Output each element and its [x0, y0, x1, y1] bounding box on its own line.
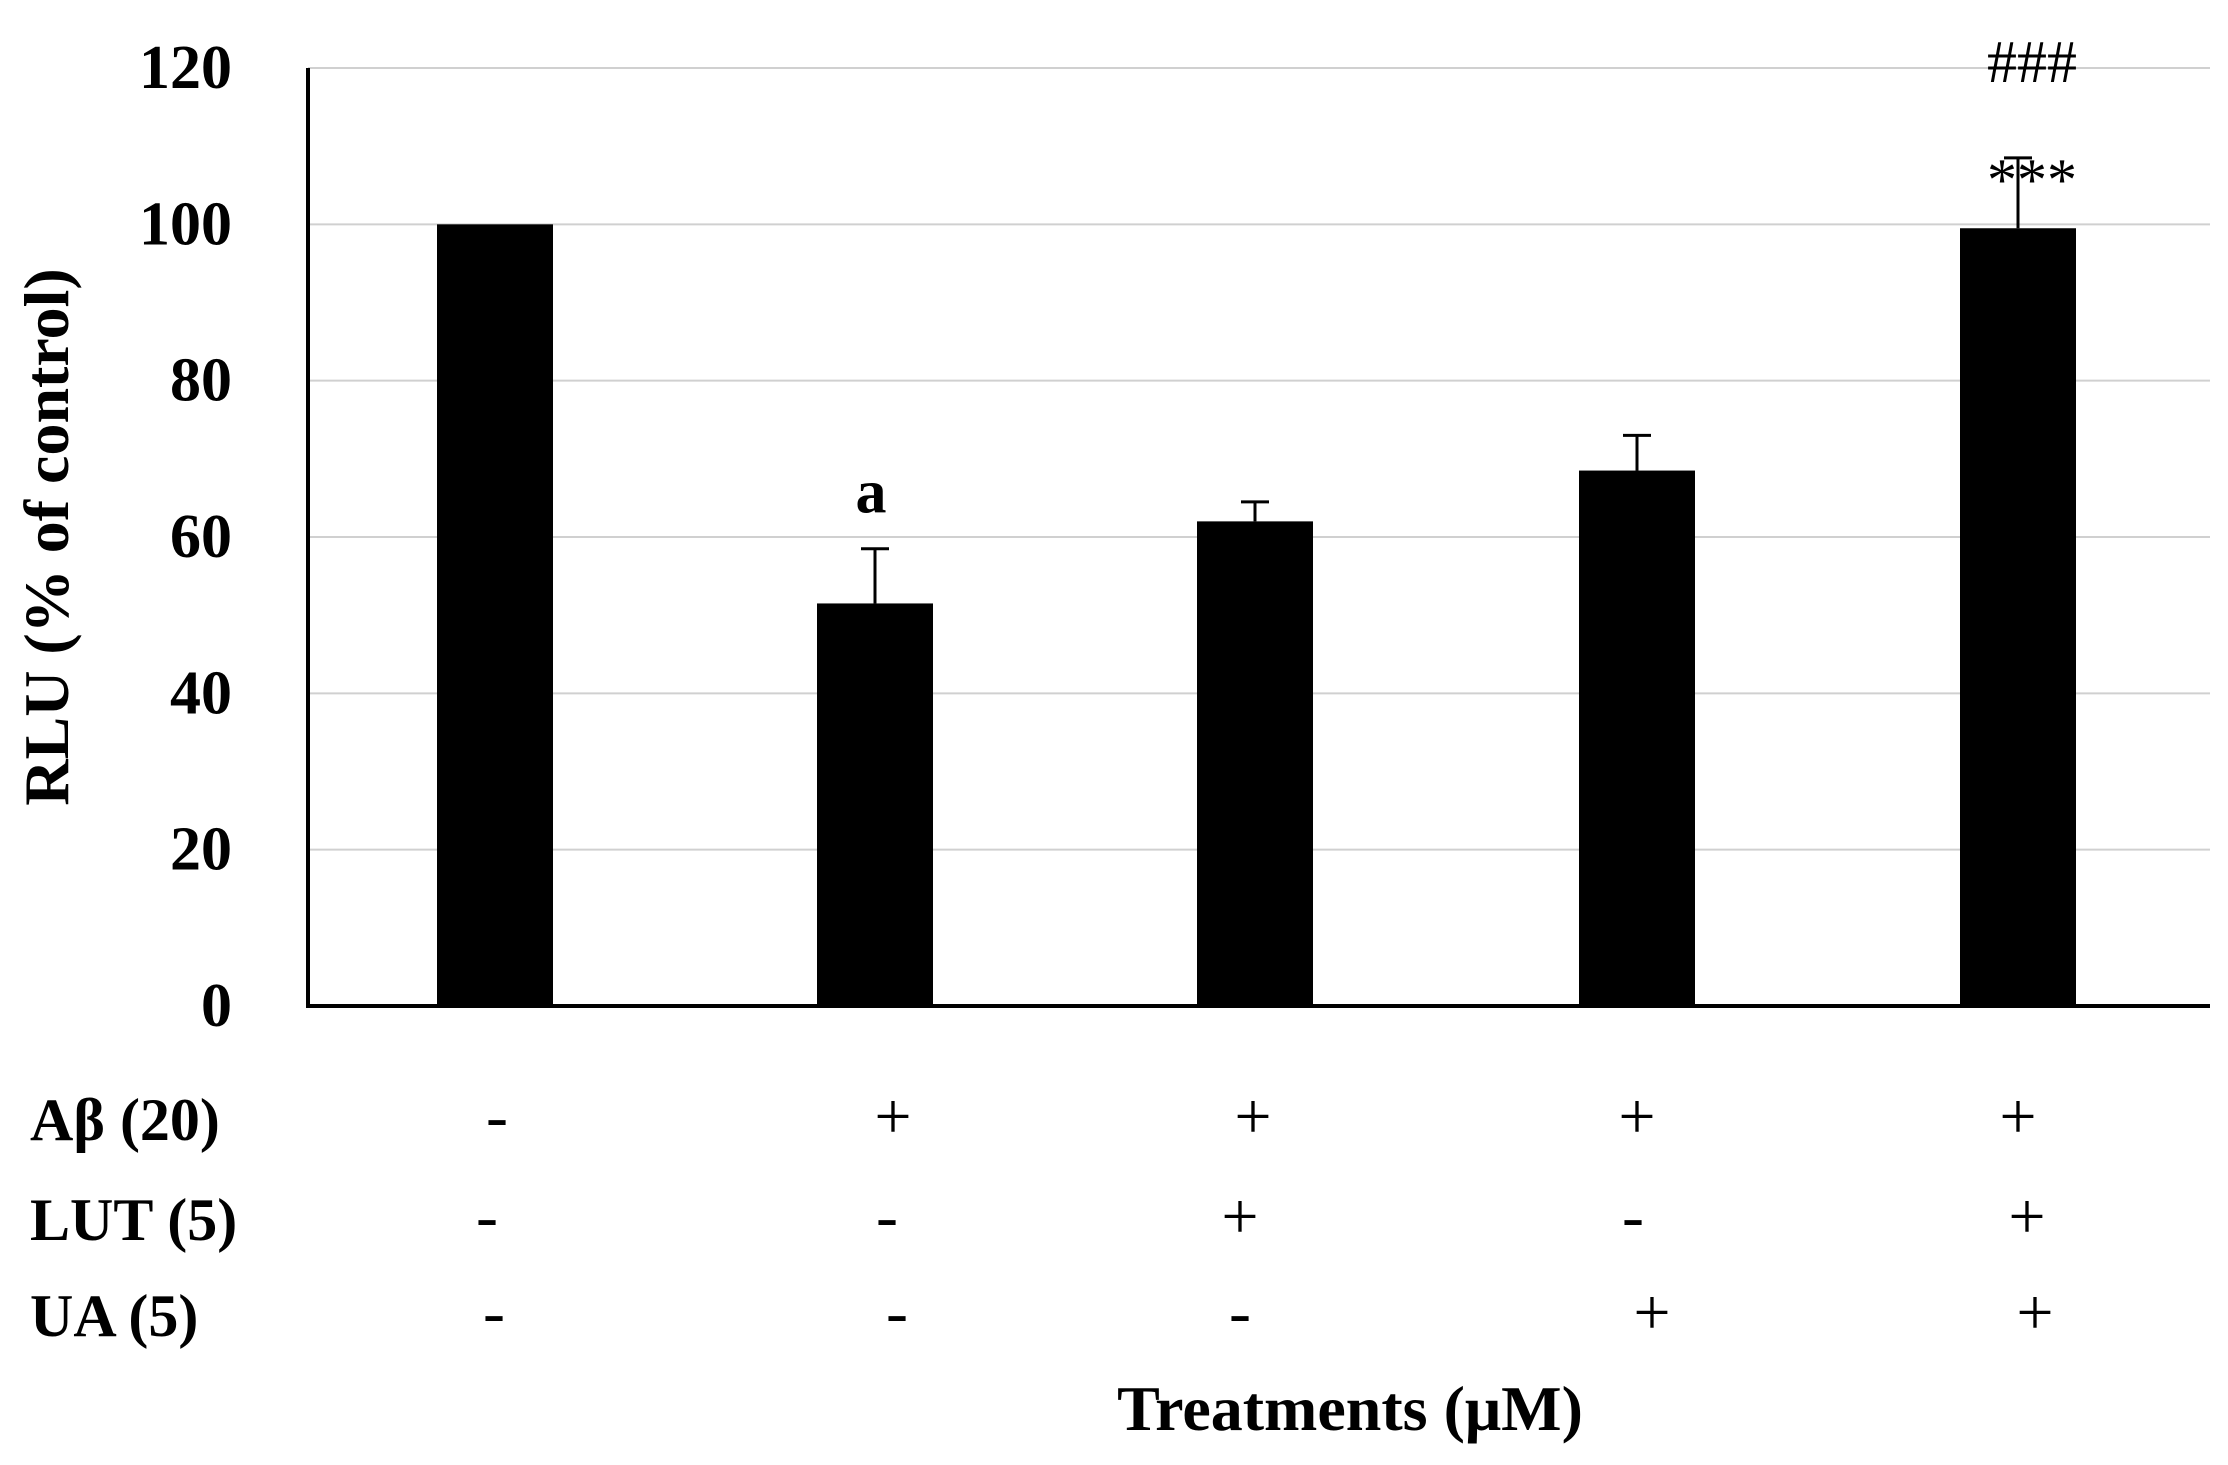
treatment-sign-2-4: -	[1622, 1180, 1644, 1253]
significance-annotations: a ### ***	[856, 29, 2078, 527]
error-bars	[861, 156, 2032, 604]
treatment-sign-2-3: +	[1221, 1180, 1258, 1253]
treatment-sign-1-4: +	[1618, 1080, 1655, 1153]
treatment-sign-3-4: +	[1633, 1276, 1670, 1349]
bars	[437, 224, 2076, 1007]
bar-3	[1197, 521, 1313, 1006]
annotation-5-1: ###	[1987, 29, 2077, 95]
treatment-sign-2-5: +	[2008, 1180, 2045, 1253]
treatment-sign-1-3: +	[1234, 1080, 1271, 1153]
bar-4	[1579, 470, 1695, 1006]
x-axis-title: Treatments (μM)	[1117, 1373, 1583, 1444]
treatment-sign-2-1: -	[476, 1180, 498, 1253]
y-tick-label-60: 60	[170, 503, 232, 571]
bar-5	[1960, 228, 2076, 1006]
treatment-sign-3-3: -	[1229, 1276, 1251, 1349]
bar-2	[817, 603, 933, 1006]
y-tick-label-120: 120	[139, 34, 232, 102]
treatment-sign-2-2: -	[876, 1180, 898, 1253]
treatment-row-label-1: Aβ (20)	[30, 1087, 220, 1153]
annotation-5-2: ***	[1987, 147, 2077, 213]
bar-1	[437, 224, 553, 1007]
treatment-sign-3-2: -	[886, 1276, 908, 1349]
treatment-sign-3-5: +	[2016, 1276, 2053, 1349]
y-tick-labels: 0 20 40 60 80 100 120	[139, 34, 232, 1040]
y-tick-label-40: 40	[170, 659, 232, 727]
y-tick-label-20: 20	[170, 816, 232, 884]
treatment-sign-3-1: -	[483, 1276, 505, 1349]
y-tick-label-0: 0	[201, 972, 232, 1040]
treatment-row-label-3: UA (5)	[30, 1283, 198, 1349]
treatment-row-label-2: LUT (5)	[30, 1187, 237, 1253]
treatment-sign-1-5: +	[1999, 1080, 2036, 1153]
y-axis-title: RLU (% of control)	[11, 268, 82, 805]
annotation-2-1: a	[856, 459, 887, 527]
treatment-sign-1-1: -	[486, 1080, 508, 1153]
treatment-table: Aβ (20) - + + + + LUT (5) - - + - + UA (5) - - - + +	[30, 1080, 2054, 1349]
y-tick-label-100: 100	[139, 190, 232, 258]
treatment-sign-1-2: +	[874, 1080, 911, 1153]
y-tick-label-80: 80	[170, 347, 232, 415]
